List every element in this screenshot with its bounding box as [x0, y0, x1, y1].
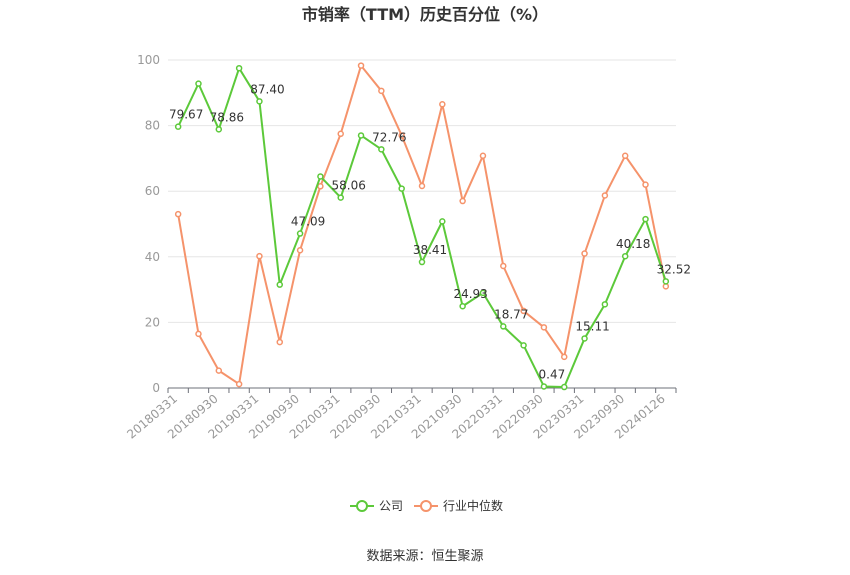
grid [168, 59, 676, 323]
legend[interactable]: 公司 行业中位数 [350, 498, 503, 513]
data-point[interactable] [398, 132, 405, 139]
data-point[interactable] [357, 132, 365, 139]
data-point[interactable] [337, 130, 344, 138]
y-tick-label: 0 [152, 381, 160, 395]
data-point[interactable] [215, 367, 223, 374]
legend-marker [420, 500, 432, 512]
data-label: 38.41 [413, 243, 447, 257]
data-point[interactable] [296, 230, 304, 237]
chart-title: 市销率（TTM）历史百分位（%） [302, 5, 548, 24]
data-point[interactable] [235, 380, 243, 388]
data-point[interactable] [195, 330, 202, 338]
data-point[interactable] [459, 197, 466, 205]
data-point[interactable] [459, 302, 466, 310]
legend-label: 公司 [379, 499, 403, 513]
data-point[interactable] [500, 323, 507, 330]
source-text: 数据来源：恒生聚源 [366, 549, 483, 564]
data-label: 87.40 [250, 82, 284, 96]
data-point[interactable] [378, 146, 385, 153]
data-point[interactable] [378, 87, 385, 95]
data-point[interactable] [337, 194, 344, 201]
data-point[interactable] [439, 101, 446, 108]
data-point[interactable] [560, 353, 568, 361]
data-point[interactable] [235, 64, 243, 72]
y-axis: 0 20 40 60 80 100 [137, 53, 160, 395]
data-point[interactable] [520, 307, 527, 315]
legend-label: 行业中位数 [443, 498, 503, 513]
series-line-1 [177, 64, 667, 386]
data-point[interactable] [621, 152, 629, 160]
data-label: 18.77 [494, 307, 528, 321]
data-point[interactable] [215, 126, 223, 133]
data-point[interactable] [174, 210, 182, 218]
data-point[interactable] [601, 301, 609, 308]
data-point[interactable] [540, 383, 548, 390]
y-tick-label: 20 [145, 315, 160, 329]
data-point[interactable] [174, 123, 182, 130]
data-point[interactable] [581, 335, 588, 342]
data-point[interactable] [276, 281, 284, 288]
data-labels: 79.67 78.86 87.40 47.09 58.06 72.76 38.41 24.93… [169, 82, 691, 381]
data-point[interactable] [500, 262, 507, 270]
data-point[interactable] [276, 338, 284, 346]
data-point[interactable] [520, 342, 527, 349]
data-label: 24.93 [453, 287, 487, 301]
legend-item-0[interactable]: 公司 [350, 499, 403, 513]
data-point[interactable] [581, 250, 588, 257]
legend-marker [356, 500, 368, 512]
data-point[interactable] [540, 324, 548, 331]
y-tick-label: 40 [145, 250, 160, 264]
data-point[interactable] [621, 252, 629, 260]
data-label: 79.67 [169, 108, 203, 122]
data-point[interactable] [317, 173, 324, 180]
y-tick-label: 100 [137, 53, 160, 67]
data-label: 58.06 [332, 179, 366, 193]
legend-item-1[interactable]: 行业中位数 [414, 498, 503, 513]
data-point[interactable] [642, 181, 649, 188]
data-point[interactable] [398, 185, 405, 192]
data-point[interactable] [418, 258, 426, 266]
data-point[interactable] [418, 182, 426, 190]
data-label: 72.76 [372, 130, 406, 144]
data-point[interactable] [195, 80, 202, 87]
data-label: 40.18 [616, 237, 650, 251]
data-label: 47.09 [291, 215, 325, 229]
data-point[interactable] [296, 246, 304, 254]
data-label: 15.11 [575, 319, 609, 333]
data-point[interactable] [642, 215, 649, 223]
y-tick-label: 60 [145, 184, 160, 198]
data-label: 0.47 [539, 367, 566, 381]
data-point[interactable] [256, 98, 263, 105]
data-point[interactable] [601, 192, 609, 199]
data-point[interactable] [479, 289, 487, 297]
data-point[interactable] [662, 278, 670, 285]
y-tick-label: 80 [145, 119, 160, 133]
data-label: 78.86 [210, 110, 244, 124]
series-group [174, 62, 670, 391]
data-point[interactable] [357, 62, 365, 69]
data-point[interactable] [439, 218, 446, 225]
data-point[interactable] [317, 183, 324, 190]
data-label: 32.52 [657, 262, 691, 276]
x-axis: 2018033120180930201903312019093020200331… [124, 388, 677, 442]
data-point[interactable] [560, 383, 568, 391]
data-point[interactable] [256, 252, 263, 260]
data-point[interactable] [479, 152, 487, 160]
